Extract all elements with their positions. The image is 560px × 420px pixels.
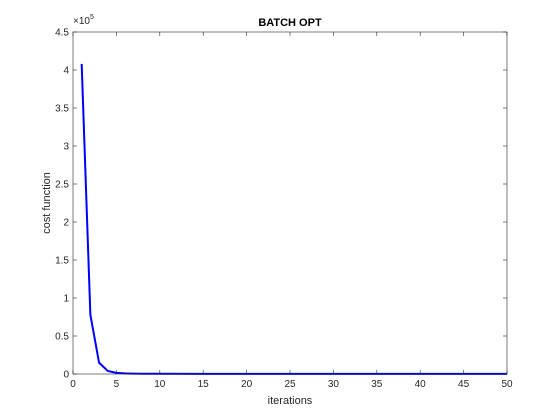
y-tick-label: 2.5 [55, 180, 69, 191]
y-exponent-base: ×10 [73, 16, 90, 27]
plot-area [73, 32, 507, 374]
y-tick-label: 4.5 [55, 28, 69, 39]
x-tick-label: 35 [371, 379, 383, 390]
x-tick-label: 50 [501, 379, 513, 390]
axes-box [72, 31, 508, 375]
y-tick-label: 0.5 [55, 332, 69, 343]
x-tick-label: 20 [241, 379, 253, 390]
ticks-layer: 0 5 10 15 20 25 30 35 40 45 50 0 0.5 1 1.5 2 2.5 3 3.5 4 4.5 [55, 28, 513, 391]
x-tick-label: 30 [328, 379, 340, 390]
x-axis-label: iterations [268, 395, 313, 407]
y-exponent-power: 5 [90, 14, 94, 21]
y-tick-label: 3 [63, 142, 69, 153]
x-tick-label: 40 [415, 379, 427, 390]
chart-title: BATCH OPT [258, 17, 322, 29]
y-tick-label: 3.5 [55, 104, 69, 115]
y-tick-label: 2 [63, 218, 69, 229]
x-tick-label: 10 [154, 379, 166, 390]
y-tick-label: 1 [63, 294, 69, 305]
x-tick-label: 25 [284, 379, 296, 390]
y-tick-label: 0 [63, 370, 69, 381]
x-tick-label: 15 [198, 379, 210, 390]
y-exponent-label: ×105 [73, 14, 94, 27]
y-axis-label: cost function [41, 172, 53, 234]
y-tick-label: 1.5 [55, 256, 69, 267]
x-tick-label: 45 [458, 379, 470, 390]
x-tick-label: 0 [70, 379, 76, 390]
x-tick-label: 5 [114, 379, 120, 390]
y-tick-label: 4 [63, 66, 69, 77]
